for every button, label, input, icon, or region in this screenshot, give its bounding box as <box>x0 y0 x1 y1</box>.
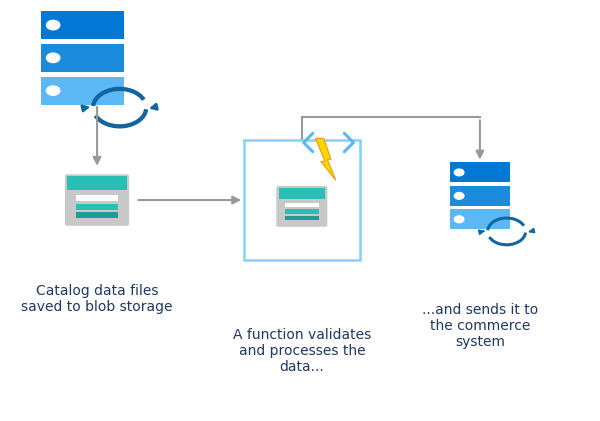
Text: Catalog data files
saved to blob storage: Catalog data files saved to blob storage <box>22 284 173 314</box>
Text: A function validates
and processes the
data...: A function validates and processes the d… <box>233 328 371 374</box>
FancyBboxPatch shape <box>450 209 509 229</box>
FancyBboxPatch shape <box>76 204 118 210</box>
FancyBboxPatch shape <box>67 176 127 190</box>
FancyBboxPatch shape <box>277 186 328 227</box>
FancyBboxPatch shape <box>41 11 124 39</box>
Polygon shape <box>316 139 335 180</box>
Circle shape <box>454 192 464 199</box>
FancyBboxPatch shape <box>450 186 509 206</box>
Text: ...and sends it to
the commerce
system: ...and sends it to the commerce system <box>422 303 538 349</box>
Circle shape <box>46 20 60 30</box>
FancyBboxPatch shape <box>450 163 509 182</box>
FancyBboxPatch shape <box>76 212 118 218</box>
Circle shape <box>454 216 464 223</box>
Circle shape <box>46 53 60 63</box>
Circle shape <box>46 86 60 95</box>
FancyBboxPatch shape <box>285 209 319 214</box>
FancyBboxPatch shape <box>41 44 124 72</box>
FancyBboxPatch shape <box>244 141 360 260</box>
FancyBboxPatch shape <box>285 203 319 207</box>
FancyBboxPatch shape <box>41 77 124 105</box>
FancyBboxPatch shape <box>65 174 129 226</box>
FancyBboxPatch shape <box>278 188 325 199</box>
FancyBboxPatch shape <box>76 195 118 201</box>
Circle shape <box>454 169 464 176</box>
FancyBboxPatch shape <box>285 216 319 220</box>
